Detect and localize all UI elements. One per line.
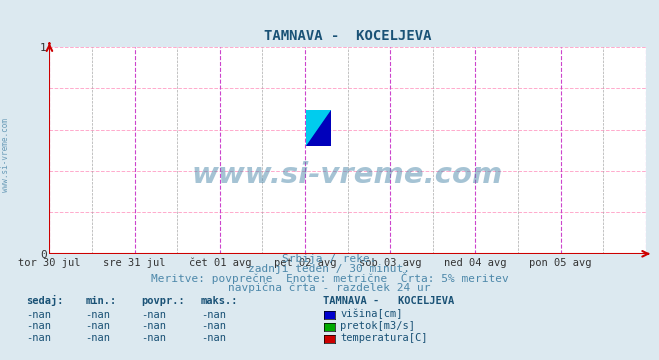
Text: TAMNAVA -   KOCELJEVA: TAMNAVA - KOCELJEVA <box>323 296 454 306</box>
Text: -nan: -nan <box>142 333 167 343</box>
Text: -nan: -nan <box>142 321 167 332</box>
Text: navpična črta - razdelek 24 ur: navpična črta - razdelek 24 ur <box>228 282 431 293</box>
Text: temperatura[C]: temperatura[C] <box>340 333 428 343</box>
Text: Meritve: povprečne  Enote: metrične  Črta: 5% meritev: Meritve: povprečne Enote: metrične Črta:… <box>151 271 508 284</box>
Text: -nan: -nan <box>26 310 51 320</box>
Text: -nan: -nan <box>201 310 226 320</box>
Text: -nan: -nan <box>142 310 167 320</box>
Polygon shape <box>306 110 331 146</box>
Text: -nan: -nan <box>86 321 111 332</box>
Text: pretok[m3/s]: pretok[m3/s] <box>340 321 415 332</box>
Text: zadnji teden / 30 minut.: zadnji teden / 30 minut. <box>248 264 411 274</box>
Text: -nan: -nan <box>86 310 111 320</box>
Title: TAMNAVA -  KOCELJEVA: TAMNAVA - KOCELJEVA <box>264 29 432 43</box>
Text: -nan: -nan <box>201 321 226 332</box>
Text: min.:: min.: <box>86 296 117 306</box>
Text: -nan: -nan <box>86 333 111 343</box>
Text: -nan: -nan <box>26 321 51 332</box>
Text: sedaj:: sedaj: <box>26 295 64 306</box>
Text: višina[cm]: višina[cm] <box>340 309 403 320</box>
Text: maks.:: maks.: <box>201 296 239 306</box>
Text: -nan: -nan <box>201 333 226 343</box>
Polygon shape <box>306 110 331 146</box>
Text: Srbija / reke.: Srbija / reke. <box>282 254 377 264</box>
Text: www.si-vreme.com: www.si-vreme.com <box>192 161 503 189</box>
Text: -nan: -nan <box>26 333 51 343</box>
Polygon shape <box>306 110 331 146</box>
Text: povpr.:: povpr.: <box>142 296 185 306</box>
Text: www.si-vreme.com: www.si-vreme.com <box>1 118 10 192</box>
